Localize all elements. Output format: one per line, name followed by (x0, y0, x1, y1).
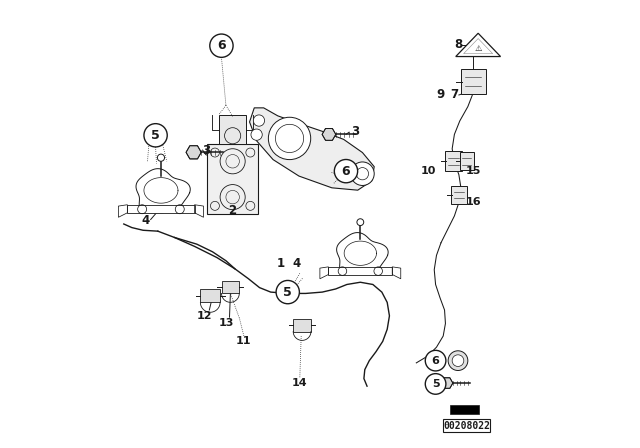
FancyBboxPatch shape (451, 186, 467, 204)
Polygon shape (186, 146, 202, 159)
Text: 15: 15 (465, 166, 481, 176)
FancyBboxPatch shape (460, 152, 474, 170)
FancyBboxPatch shape (445, 151, 462, 171)
Text: 00208022: 00208022 (443, 421, 490, 431)
Text: 9: 9 (436, 88, 444, 102)
Text: 5: 5 (151, 129, 160, 142)
Circle shape (351, 162, 374, 185)
Circle shape (144, 124, 167, 147)
FancyBboxPatch shape (461, 69, 486, 94)
FancyBboxPatch shape (293, 319, 311, 332)
Text: 3: 3 (351, 125, 359, 138)
Text: 8: 8 (454, 38, 462, 52)
Text: 6: 6 (431, 356, 440, 366)
Polygon shape (450, 405, 479, 414)
Text: 11: 11 (235, 336, 251, 346)
Circle shape (452, 355, 464, 366)
Circle shape (253, 115, 264, 126)
FancyBboxPatch shape (220, 116, 246, 145)
Text: 6: 6 (342, 164, 350, 178)
FancyBboxPatch shape (328, 267, 392, 275)
Text: 5: 5 (284, 285, 292, 299)
FancyBboxPatch shape (200, 289, 220, 302)
Polygon shape (456, 33, 500, 56)
Text: 14: 14 (292, 378, 308, 388)
Text: 4: 4 (141, 214, 149, 227)
Text: 13: 13 (219, 319, 234, 328)
Text: 7: 7 (451, 88, 458, 102)
Circle shape (357, 219, 364, 226)
Circle shape (276, 280, 300, 304)
Circle shape (251, 129, 262, 140)
Text: 6: 6 (217, 39, 226, 52)
FancyBboxPatch shape (207, 145, 259, 214)
FancyBboxPatch shape (127, 205, 195, 213)
Polygon shape (441, 378, 453, 388)
Text: 10: 10 (420, 166, 436, 176)
Text: 16: 16 (465, 198, 481, 207)
Circle shape (334, 159, 358, 183)
Circle shape (448, 351, 468, 370)
Text: 4: 4 (292, 257, 301, 270)
FancyBboxPatch shape (221, 281, 239, 293)
Circle shape (210, 34, 233, 57)
Text: 1: 1 (276, 257, 285, 270)
Circle shape (157, 154, 164, 161)
Text: ⚠: ⚠ (474, 44, 482, 53)
Circle shape (268, 117, 310, 159)
Text: 2: 2 (228, 204, 237, 217)
Polygon shape (322, 129, 336, 140)
Circle shape (425, 350, 446, 371)
Circle shape (425, 374, 446, 394)
Polygon shape (250, 108, 374, 190)
Text: 3: 3 (202, 143, 210, 157)
Text: 12: 12 (197, 311, 212, 321)
Text: 5: 5 (432, 379, 440, 389)
